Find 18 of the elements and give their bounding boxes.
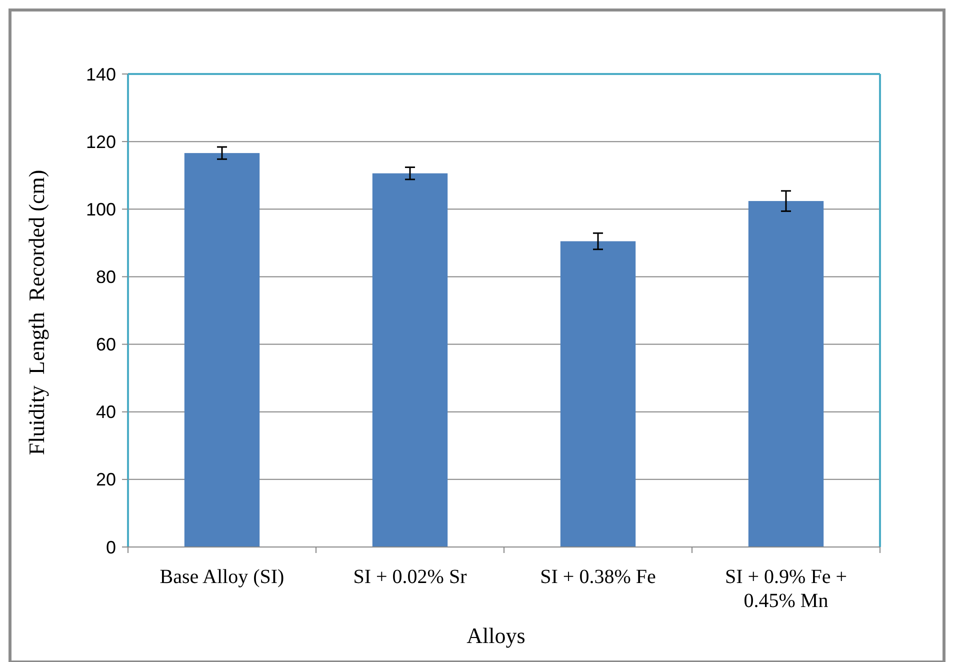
y-tick-label: 60 bbox=[96, 334, 116, 355]
x-tick-label: SI + 0.02% Sr bbox=[353, 566, 468, 588]
bar bbox=[748, 201, 824, 547]
bar bbox=[184, 153, 260, 547]
y-tick-label: 20 bbox=[96, 470, 116, 490]
y-tick-label: 140 bbox=[86, 64, 116, 84]
x-tick-label: SI + 0.9% Fe + 0.45% Mn bbox=[724, 566, 848, 612]
y-tick-label: 120 bbox=[86, 132, 116, 152]
bar bbox=[560, 241, 636, 547]
y-tick-label: 40 bbox=[96, 402, 116, 422]
y-tick-label: 100 bbox=[86, 199, 116, 220]
y-axis-title: Fluidity Length Recorded (cm) bbox=[24, 170, 49, 456]
y-tick-label: 80 bbox=[96, 267, 116, 288]
bar bbox=[372, 173, 448, 547]
x-tick-label: Base Alloy (SI) bbox=[160, 566, 284, 588]
x-axis-title: Alloys bbox=[466, 623, 526, 648]
x-tick-label: SI + 0.38% Fe bbox=[540, 566, 656, 588]
y-tick-label: 0 bbox=[106, 537, 116, 558]
